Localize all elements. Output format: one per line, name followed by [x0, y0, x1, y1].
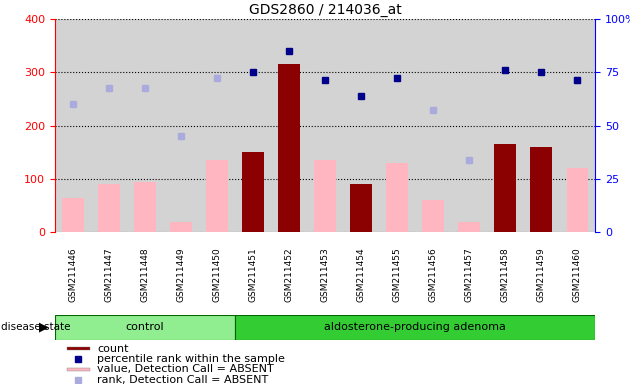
Text: GSM211452: GSM211452 — [285, 247, 294, 302]
Text: GSM211457: GSM211457 — [465, 247, 474, 302]
Bar — [422, 200, 444, 232]
Text: GSM211455: GSM211455 — [392, 247, 402, 302]
Text: count: count — [97, 344, 129, 354]
Text: GSM211460: GSM211460 — [573, 247, 582, 302]
Text: value, Detection Call = ABSENT: value, Detection Call = ABSENT — [97, 364, 273, 374]
Title: GDS2860 / 214036_at: GDS2860 / 214036_at — [249, 3, 401, 17]
Bar — [386, 163, 408, 232]
Bar — [566, 169, 588, 232]
Text: GSM211448: GSM211448 — [140, 247, 149, 302]
Bar — [67, 347, 89, 350]
Bar — [67, 368, 89, 371]
Bar — [278, 65, 300, 232]
Text: GSM211450: GSM211450 — [212, 247, 222, 302]
Text: rank, Detection Call = ABSENT: rank, Detection Call = ABSENT — [97, 375, 268, 384]
Text: GSM211447: GSM211447 — [105, 247, 113, 302]
Bar — [350, 184, 372, 232]
Text: GSM211446: GSM211446 — [68, 247, 77, 302]
Bar — [206, 161, 228, 232]
FancyBboxPatch shape — [235, 315, 595, 340]
Text: ▶: ▶ — [39, 321, 49, 334]
Bar — [459, 222, 480, 232]
Text: aldosterone-producing adenoma: aldosterone-producing adenoma — [324, 322, 506, 333]
Text: GSM211456: GSM211456 — [428, 247, 438, 302]
Bar — [495, 144, 516, 232]
Bar — [62, 198, 84, 232]
Text: disease state: disease state — [1, 322, 70, 333]
Text: GSM211451: GSM211451 — [248, 247, 258, 302]
Text: GSM211458: GSM211458 — [501, 247, 510, 302]
FancyBboxPatch shape — [55, 315, 235, 340]
Bar — [530, 147, 552, 232]
Text: control: control — [125, 322, 164, 333]
Bar — [314, 161, 336, 232]
Bar — [170, 222, 192, 232]
Text: GSM211453: GSM211453 — [321, 247, 329, 302]
Bar — [242, 152, 264, 232]
Text: GSM211449: GSM211449 — [176, 247, 185, 302]
Text: GSM211454: GSM211454 — [357, 247, 365, 302]
Bar — [134, 182, 156, 232]
Text: GSM211459: GSM211459 — [537, 247, 546, 302]
Bar — [98, 184, 120, 232]
Text: percentile rank within the sample: percentile rank within the sample — [97, 354, 285, 364]
